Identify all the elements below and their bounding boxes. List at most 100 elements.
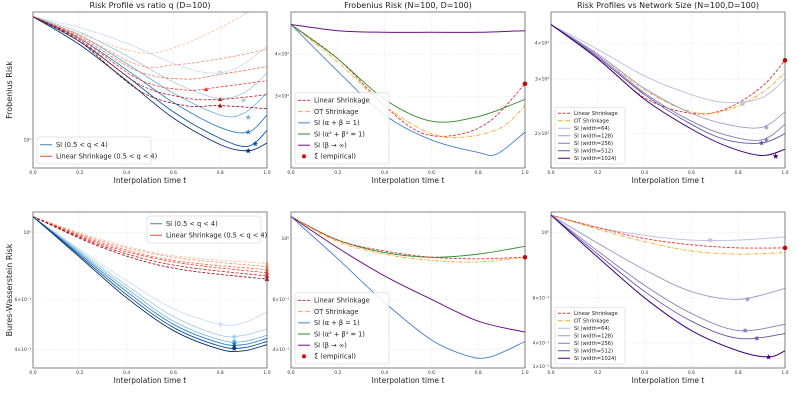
series-line-2 bbox=[33, 16, 267, 99]
legend-box bbox=[554, 107, 626, 165]
x-tick-label: 0.6 bbox=[688, 370, 695, 376]
min-star-marker bbox=[707, 237, 713, 243]
series-line-11 bbox=[33, 16, 267, 101]
legend-label: SI (width=64) bbox=[574, 326, 610, 332]
x-tick-label: 0.0 bbox=[29, 170, 36, 176]
legend-label: SI (α² + β² = 1) bbox=[314, 330, 365, 338]
x-tick-label: 1.0 bbox=[521, 170, 528, 176]
series-line-2 bbox=[33, 216, 267, 267]
x-tick-label: 0.6 bbox=[170, 170, 177, 176]
min-star-marker bbox=[742, 327, 749, 333]
x-tick-label: 1.0 bbox=[521, 370, 528, 376]
y-tick-label: 4×10⁻¹ bbox=[14, 347, 31, 353]
min-star-marker bbox=[245, 147, 252, 154]
legend-marker bbox=[302, 354, 306, 359]
series-line-6 bbox=[33, 216, 267, 280]
legend-marker bbox=[302, 154, 306, 159]
legend-label: Linear Shrinkage bbox=[574, 311, 618, 317]
min-star-marker bbox=[765, 354, 772, 360]
min-star-marker bbox=[744, 296, 751, 302]
min-star-marker bbox=[772, 153, 779, 159]
chart-panel-1: 0.0 0.2 0.4 0.6 0.8 1.0 10¹ Risk Profile vs rat… bbox=[5, 1, 271, 185]
min-star-marker bbox=[763, 124, 770, 130]
series-line-4 bbox=[551, 24, 785, 129]
x-tick-label: 0.6 bbox=[428, 370, 435, 376]
y-axis-label: Bures-Wasserstein Risk bbox=[5, 243, 14, 336]
plot-frame bbox=[32, 11, 268, 169]
series-line-3 bbox=[551, 24, 785, 104]
series-line-7 bbox=[33, 216, 267, 326]
x-tick-label: 0.8 bbox=[475, 370, 482, 376]
y-tick-label: 10⁰ bbox=[281, 236, 289, 242]
legend-label: SI (width=1024) bbox=[574, 156, 616, 162]
chart-title: Frobenius Risk (N=100, D=100) bbox=[344, 1, 472, 10]
series-line-1 bbox=[33, 16, 267, 74]
series-line-4 bbox=[551, 214, 785, 300]
series-line-10 bbox=[33, 16, 267, 91]
min-star-marker bbox=[245, 129, 252, 135]
x-tick-label: 1.0 bbox=[263, 170, 270, 176]
y-tick-label: 3×10² bbox=[535, 77, 549, 83]
x-tick-label: 1.0 bbox=[263, 370, 270, 376]
x-tick-label: 0.0 bbox=[287, 170, 294, 176]
legend-label: Linear Shrinkage bbox=[314, 297, 370, 305]
y-tick-label: 6×10⁻¹ bbox=[532, 295, 549, 301]
min-star-marker bbox=[740, 101, 746, 107]
series-line-6 bbox=[551, 214, 785, 340]
min-star-marker bbox=[758, 140, 765, 146]
legend-label: SI (width=128) bbox=[574, 334, 613, 340]
x-tick-label: 0.2 bbox=[76, 170, 83, 176]
series-line-5 bbox=[551, 214, 785, 332]
legend-label: SI (width=512) bbox=[574, 149, 613, 155]
x-tick-label: 0.6 bbox=[170, 370, 177, 376]
x-tick-label: 0.4 bbox=[641, 170, 648, 176]
x-tick-label: 0.0 bbox=[29, 370, 36, 376]
legend-label: OT Shrinkage bbox=[314, 308, 358, 316]
x-tick-label: 0.8 bbox=[735, 370, 742, 376]
x-tick-label: 0.4 bbox=[381, 370, 388, 376]
x-tick-label: 0.8 bbox=[735, 170, 742, 176]
x-tick-label: 0.6 bbox=[688, 170, 695, 176]
x-tick-label: 0.8 bbox=[217, 370, 224, 376]
series-line-7 bbox=[33, 12, 250, 54]
legend-label: OT Shrinkage bbox=[314, 108, 358, 116]
legend-box bbox=[554, 307, 626, 365]
legend-label: SI (width=256) bbox=[574, 141, 613, 147]
legend-label: SI (β → ∞) bbox=[314, 342, 347, 350]
plot-frame bbox=[550, 211, 786, 369]
chart-title: Risk Profile vs ratio q (D=100) bbox=[90, 1, 211, 10]
y-tick-label: 4×10⁻¹ bbox=[272, 347, 289, 353]
legend-box bbox=[294, 92, 390, 165]
series-line-3 bbox=[291, 216, 525, 263]
series-line-4 bbox=[291, 24, 525, 157]
x-tick-label: 0.4 bbox=[123, 370, 130, 376]
x-tick-label: 0.0 bbox=[547, 170, 554, 176]
legend-label: SI (α + β = 1) bbox=[314, 119, 360, 127]
legend: SI (0.5 < q < 4) Linear Shrinkage (0.5 < … bbox=[36, 136, 157, 165]
chart-title: Risk Profiles vs Network Size (N=100,D=1… bbox=[577, 1, 759, 10]
chart-panel-6: 0.0 0.2 0.4 0.6 0.8 1.0 10⁰ 6×10⁻¹ 4×10⁻¹ 3×10⁻¹ I… bbox=[532, 211, 789, 385]
series-line-5 bbox=[551, 24, 785, 141]
legend-label: SI (α² + β² = 1) bbox=[314, 130, 365, 138]
x-tick-label: 0.2 bbox=[334, 170, 341, 176]
series-line-11 bbox=[33, 216, 267, 349]
legend-label: SI (width=512) bbox=[574, 349, 613, 355]
series-line-2 bbox=[291, 216, 525, 260]
x-tick-label: 1.0 bbox=[781, 370, 788, 376]
x-tick-label: 0.4 bbox=[641, 370, 648, 376]
x-axis-label: Interpolation time t bbox=[632, 176, 705, 185]
x-axis-label: Interpolation time t bbox=[114, 176, 187, 185]
chart-panel-3: 0.0 0.2 0.4 0.6 0.8 1.0 4×10² 3×10² 2×10² Risk Pr… bbox=[535, 1, 789, 185]
min-star-marker bbox=[763, 136, 770, 143]
plot-frame bbox=[290, 11, 526, 169]
x-tick-label: 0.8 bbox=[217, 170, 224, 176]
min-star-marker bbox=[240, 97, 247, 103]
plot-frame bbox=[32, 211, 268, 369]
legend-label: SI (width=1024) bbox=[574, 356, 616, 362]
legend-box bbox=[36, 136, 152, 165]
chart-panel-2: 0.0 0.2 0.4 0.6 0.8 1.0 4×10² 3×10² Frobenius Ri… bbox=[275, 1, 529, 185]
x-tick-label: 0.2 bbox=[594, 370, 601, 376]
min-star-marker bbox=[217, 321, 224, 327]
min-star-marker bbox=[245, 114, 252, 120]
